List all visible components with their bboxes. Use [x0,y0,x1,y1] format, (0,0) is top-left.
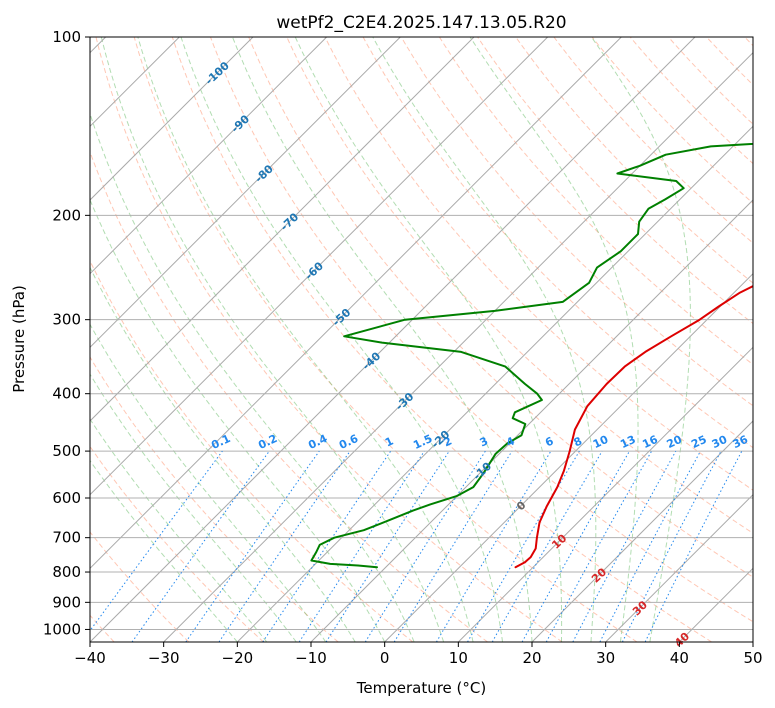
isotherm-line [90,37,254,201]
moist-adiabat [90,418,268,642]
dry-adiabat [95,37,563,642]
y-tick-label: 800 [52,563,81,581]
moist-adiabat [137,37,474,642]
moist-adiabat [590,37,691,642]
dewpoint-profile-line [310,142,753,569]
dry-adiabat [133,37,638,642]
dry-adiabat [591,37,753,204]
background-lines [90,37,753,642]
dry-adiabat [210,37,753,623]
moist-adiabat [100,37,445,642]
mixing-ratio-label: 25 [689,433,708,451]
dry-adiabat [324,37,753,491]
mixing-ratio-label: 36 [731,433,751,451]
x-tick-label: 50 [743,649,762,667]
moist-adiabat [294,37,563,642]
temperature-profile-line [514,284,753,569]
mixing-ratio-line [521,450,630,642]
isotherm-line [90,37,475,422]
moist-adiabat [90,323,327,642]
y-tick-label: 900 [52,593,81,611]
y-tick-label: 100 [52,28,81,46]
isotherm-line [384,272,753,642]
dry-adiabat [90,259,414,642]
mixing-ratio-line [218,450,351,642]
mixing-ratio-label: 13 [618,433,637,451]
mixing-ratio-line [262,450,392,642]
y-tick-label: 200 [52,206,81,224]
moist-adiabat [90,198,386,642]
x-tick-label: 30 [596,649,615,667]
moist-adiabat [372,37,597,642]
dry-adiabat [90,531,190,642]
mixing-ratio-line [185,450,320,642]
x-tick-label: −30 [148,649,180,667]
isotherm-line [90,37,622,570]
mixing-ratio-line [298,450,425,642]
x-tick-label: 10 [449,649,468,667]
isotherm-line [457,346,753,642]
x-tick-label: −40 [74,649,106,667]
moist-adiabat [90,373,297,642]
dry-adiabat [438,37,753,366]
isotherm-line [236,125,753,642]
y-tick-label: 500 [52,442,81,460]
isotherm-line [90,37,696,642]
y-tick-label: 700 [52,529,81,547]
mixing-ratio-line [545,450,653,642]
x-tick-label: 40 [670,649,689,667]
y-tick-label: 600 [52,489,81,507]
moist-adiabat [180,37,503,642]
mixing-ratio-label: 16 [640,433,660,451]
moist-adiabat [231,37,533,642]
dry-adiabat [553,37,753,244]
mixing-ratio-line [325,450,450,642]
axes: −40 −30 −20 −10 0 10 20 30 40 50 100 200 300 400 500 60… [43,28,763,667]
moist-adiabat [90,459,238,642]
isotherm-line [531,420,753,642]
y-tick-label: 1000 [43,620,81,638]
mixing-ratio-line [644,450,743,642]
x-tick-label: 0 [380,649,390,667]
plot-frame [89,36,754,643]
y-tick-label: 400 [52,385,81,403]
mixing-ratio-line [393,450,513,642]
mixing-ratio-line [131,450,270,642]
isotherm-line [90,37,401,349]
y-tick-label: 300 [52,311,81,329]
isotherm-line [310,199,753,642]
mixing-ratio-label: 20 [665,433,685,451]
dry-adiabat [90,150,488,642]
x-tick-label: −10 [295,649,327,667]
mixing-ratio-line [90,450,223,632]
isotherm-line [90,37,328,275]
x-axis-label: Temperature (°C) [356,679,486,697]
isotherm-line [605,493,753,642]
chart-title: wetPf2_C2E4.2025.147.13.05.R20 [276,13,566,33]
y-axis-label: Pressure (hPa) [10,285,28,393]
dry-adiabat [171,37,712,642]
x-tick-label: 20 [522,649,541,667]
dry-adiabat [248,37,753,578]
mixing-ratio-label: 10 [591,433,611,451]
isotherm-line [90,37,549,496]
mixing-ratio-line [572,450,677,642]
moist-adiabat [90,111,415,642]
data-lines [310,142,753,569]
dry-adiabat [477,37,753,325]
dry-adiabat [286,37,753,534]
mixing-ratio-label: 30 [710,433,730,451]
moist-adiabat [469,37,639,642]
isotherm-line [163,51,753,642]
x-tick-label: −20 [222,649,254,667]
moist-adiabat [90,266,356,642]
dry-adiabat [90,356,339,642]
